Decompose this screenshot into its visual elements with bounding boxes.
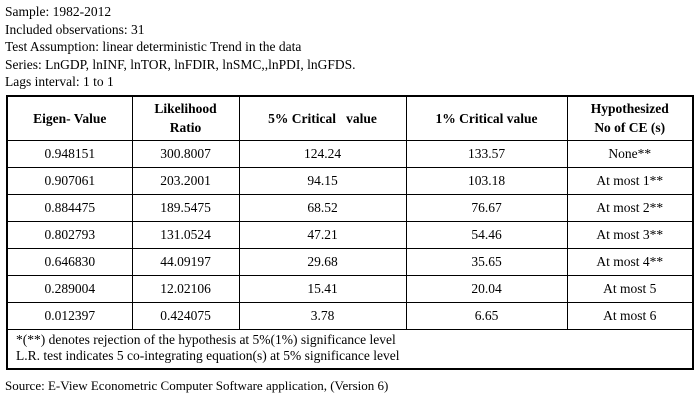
- cell-5pct-critical: 47.21: [238, 220, 407, 249]
- cell-likelihood-ratio: 300.8007: [131, 139, 240, 168]
- cell-eigen-value: 0.884475: [6, 193, 133, 222]
- cell-hypothesized-ce: At most 1**: [566, 166, 694, 195]
- table-row: 0.884475 189.5475 68.52 76.67 At most 2*…: [6, 193, 694, 222]
- cell-hypothesized-ce: At most 2**: [566, 193, 694, 222]
- info-line-observations: Included observations: 31: [5, 21, 145, 37]
- col-header-5pct-critical: 5% Critical value: [238, 95, 407, 141]
- col-header-1pct-critical: 1% Critical value: [405, 95, 568, 141]
- table-row: 0.289004 12.02106 15.41 20.04 At most 5: [6, 274, 694, 303]
- col-header-hypothesized-ce: Hypothesized No of CE (s): [566, 95, 694, 141]
- cointegration-results-table: Eigen- Value Likelihood Ratio 5% Critica…: [6, 94, 694, 370]
- cell-5pct-critical: 3.78: [238, 301, 407, 330]
- cell-eigen-value: 0.802793: [6, 220, 133, 249]
- cell-5pct-critical: 29.68: [238, 247, 407, 276]
- table-row: 0.012397 0.424075 3.78 6.65 At most 6: [6, 301, 694, 330]
- source-caption: Source: E-View Econometric Computer Soft…: [5, 377, 389, 393]
- cell-1pct-critical: 76.67: [405, 193, 568, 222]
- cell-5pct-critical: 124.24: [238, 139, 407, 168]
- header-row: Eigen- Value Likelihood Ratio 5% Critica…: [6, 95, 694, 141]
- info-line-series: Series: LnGDP, lnINF, lnTOR, lnFDIR, lnS…: [5, 56, 356, 72]
- info-line-assumption: Test Assumption: linear deterministic Tr…: [5, 39, 302, 54]
- cell-eigen-value: 0.012397: [6, 301, 133, 330]
- table-row: 0.802793 131.0524 47.21 54.46 At most 3*…: [6, 220, 694, 249]
- cell-1pct-critical: 133.57: [405, 139, 568, 168]
- info-line-lags: Lags interval: 1 to 1: [5, 74, 114, 89]
- cell-likelihood-ratio: 131.0524: [131, 220, 240, 249]
- cell-likelihood-ratio: 0.424075: [131, 301, 240, 330]
- cell-hypothesized-ce: At most 3**: [566, 220, 694, 249]
- cell-hypothesized-ce: At most 5: [566, 274, 694, 303]
- cell-hypothesized-ce: At most 4**: [566, 247, 694, 276]
- table-row: 0.907061 203.2001 94.15 103.18 At most 1…: [6, 166, 694, 195]
- cell-hypothesized-ce: At most 6: [566, 301, 694, 330]
- cell-5pct-critical: 68.52: [238, 193, 407, 222]
- cell-likelihood-ratio: 189.5475: [131, 193, 240, 222]
- col-header-eigen-value: Eigen- Value: [6, 95, 133, 141]
- cell-eigen-value: 0.948151: [6, 139, 133, 168]
- cell-5pct-critical: 15.41: [238, 274, 407, 303]
- cell-likelihood-ratio: 44.09197: [131, 247, 240, 276]
- cell-hypothesized-ce: None**: [566, 139, 694, 168]
- cell-eigen-value: 0.289004: [6, 274, 133, 303]
- cell-1pct-critical: 6.65: [405, 301, 568, 330]
- cell-1pct-critical: 103.18: [405, 166, 568, 195]
- table-row: 0.948151 300.8007 124.24 133.57 None**: [6, 139, 694, 168]
- cell-1pct-critical: 20.04: [405, 274, 568, 303]
- col-header-likelihood-ratio: Likelihood Ratio: [131, 95, 240, 141]
- cell-eigen-value: 0.646830: [6, 247, 133, 276]
- cell-5pct-critical: 94.15: [238, 166, 407, 195]
- cell-1pct-critical: 35.65: [405, 247, 568, 276]
- cell-likelihood-ratio: 203.2001: [131, 166, 240, 195]
- notes-row: *(**) denotes rejection of the hypothesi…: [6, 328, 694, 369]
- note-line-significance: *(**) denotes rejection of the hypothesi…: [16, 331, 396, 347]
- cell-likelihood-ratio: 12.02106: [131, 274, 240, 303]
- note-line-lr-test: L.R. test indicates 5 co-integrating equ…: [16, 348, 400, 363]
- cell-eigen-value: 0.907061: [6, 166, 133, 195]
- table-row: 0.646830 44.09197 29.68 35.65 At most 4*…: [6, 247, 694, 276]
- test-info-block: Sample: 1982-2012 Included observations:…: [0, 0, 698, 91]
- cell-1pct-critical: 54.46: [405, 220, 568, 249]
- info-line-sample: Sample: 1982-2012: [5, 4, 112, 19]
- table-notes: *(**) denotes rejection of the hypothesi…: [6, 328, 694, 369]
